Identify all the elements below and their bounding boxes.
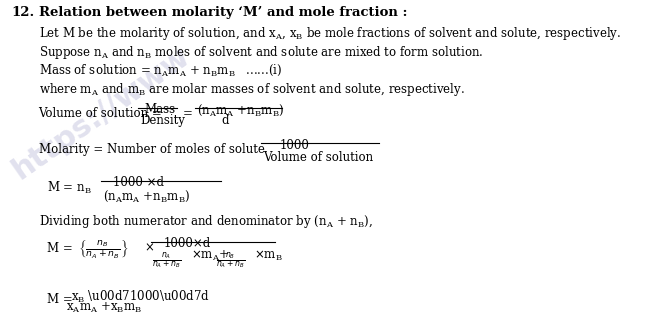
Text: where m$_\mathregular{A}$ and m$_\mathregular{B}$ are molar masses of solvent an: where m$_\mathregular{A}$ and m$_\mathre… (39, 81, 464, 98)
Text: https://www: https://www (7, 41, 195, 185)
Text: Dividing both numerator and denominator by (n$_\mathregular{A}$ + n$_\mathregula: Dividing both numerator and denominator … (39, 212, 373, 230)
Text: 1000 ×d: 1000 ×d (113, 176, 164, 189)
Text: =: = (182, 107, 193, 120)
Text: 12.: 12. (11, 6, 35, 19)
Text: Mass of solution = n$_\mathregular{A}$m$_\mathregular{A}$ + n$_\mathregular{B}$m: Mass of solution = n$_\mathregular{A}$m$… (39, 62, 282, 77)
Text: $\times$m$_\mathregular{B}$: $\times$m$_\mathregular{B}$ (254, 248, 282, 262)
Text: $\times$m$_\mathregular{A}$+: $\times$m$_\mathregular{A}$+ (191, 248, 229, 262)
Text: Molarity = Number of moles of solute: Molarity = Number of moles of solute (39, 143, 265, 156)
Text: 1000×d: 1000×d (163, 237, 210, 250)
Text: M = n$_\mathregular{B}$: M = n$_\mathregular{B}$ (47, 180, 92, 196)
Text: $\frac{n_B}{n_A+n_B}$: $\frac{n_B}{n_A+n_B}$ (215, 250, 245, 271)
Text: (n$_\mathregular{A}$m$_\mathregular{A}$ +n$_\mathregular{B}$m$_\mathregular{B}$): (n$_\mathregular{A}$m$_\mathregular{A}$ … (103, 189, 190, 204)
Text: Relation between molarity ‘M’ and mole fraction :: Relation between molarity ‘M’ and mole f… (39, 6, 407, 19)
Text: Let M be the molarity of solution, and x$_\mathregular{A}$, x$_\mathregular{B}$ : Let M be the molarity of solution, and x… (39, 25, 621, 42)
Text: Density: Density (140, 114, 185, 127)
Text: Volume of solution =: Volume of solution = (39, 107, 162, 120)
Text: ×: × (144, 241, 154, 255)
Text: Mass: Mass (144, 103, 176, 116)
Text: x$_\mathregular{B}$ \u00d71000\u00d7d: x$_\mathregular{B}$ \u00d71000\u00d7d (71, 289, 210, 305)
Text: Volume of solution: Volume of solution (263, 151, 373, 164)
Text: x$_\mathregular{A}$m$_\mathregular{A}$ +x$_\mathregular{B}$m$_\mathregular{B}$: x$_\mathregular{A}$m$_\mathregular{A}$ +… (66, 301, 142, 312)
Text: M =: M = (47, 293, 73, 306)
Text: d: d (221, 114, 229, 127)
Text: $\frac{n_A}{n_A+n_B}$: $\frac{n_A}{n_A+n_B}$ (153, 250, 182, 271)
Text: Suppose n$_\mathregular{A}$ and n$_\mathregular{B}$ moles of solvent and solute : Suppose n$_\mathregular{A}$ and n$_\math… (39, 44, 483, 61)
Text: $\left\{\frac{n_B}{n_A+n_B}\right\}$: $\left\{\frac{n_B}{n_A+n_B}\right\}$ (79, 238, 129, 260)
Text: (n$_\mathregular{A}$m$_\mathregular{A}$ +n$_\mathregular{B}$m$_\mathregular{B}$): (n$_\mathregular{A}$m$_\mathregular{A}$ … (196, 103, 284, 119)
Text: M =: M = (47, 241, 73, 255)
Text: 1000: 1000 (280, 139, 310, 152)
